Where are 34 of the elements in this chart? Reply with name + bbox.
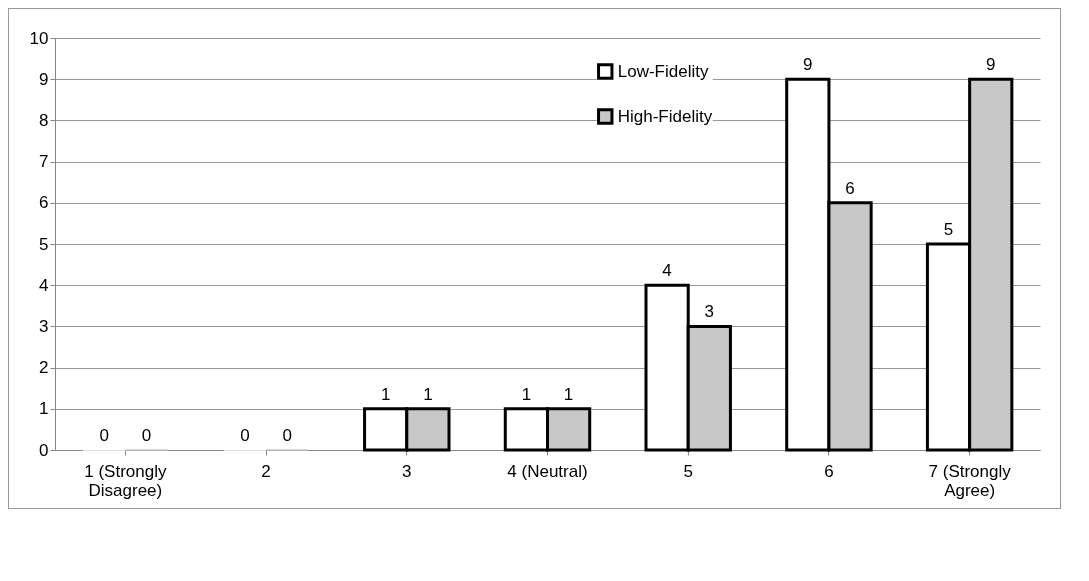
x-tick-label: 7 (Strongly Agree) xyxy=(928,461,1012,500)
x-tick-label: 2 xyxy=(261,461,271,481)
data-label: 9 xyxy=(986,55,996,75)
y-tick-label: 0 xyxy=(39,440,49,460)
data-label: 0 xyxy=(141,426,152,445)
x-tick-label: 5 xyxy=(683,461,693,481)
y-tick-label: 5 xyxy=(39,234,49,254)
legend-label: High-Fidelity xyxy=(617,106,713,126)
data-label: 4 xyxy=(662,261,672,281)
y-tick-label: 3 xyxy=(39,316,49,336)
data-label: 9 xyxy=(803,55,813,75)
y-tick-label: 4 xyxy=(39,275,49,295)
data-label: 0 xyxy=(99,426,109,445)
y-tick-label: 2 xyxy=(39,358,49,378)
data-label: 6 xyxy=(845,178,855,198)
data-label: 0 xyxy=(282,426,292,445)
x-tick-label: 3 xyxy=(402,461,412,481)
y-tick-label: 1 xyxy=(39,399,49,419)
data-label: 1 xyxy=(521,384,532,404)
data-label: 3 xyxy=(704,302,715,322)
data-label: 0 xyxy=(240,426,250,445)
y-tick-label: 10 xyxy=(29,28,49,48)
x-tick-label: 6 xyxy=(824,461,834,481)
x-tick-label: 4 (Neutral) xyxy=(507,461,588,481)
data-label: 1 xyxy=(563,384,574,404)
data-label: 1 xyxy=(423,384,433,404)
y-tick-label: 7 xyxy=(39,152,49,172)
y-tick-label: 9 xyxy=(39,69,49,89)
data-label: 5 xyxy=(943,220,954,239)
x-tick-label: 1 (Strongly Disagree) xyxy=(84,461,167,500)
data-label: 1 xyxy=(380,384,391,404)
y-tick-label: 6 xyxy=(39,193,49,213)
y-tick-label: 8 xyxy=(39,110,49,130)
legend-label: Low-Fidelity xyxy=(617,61,709,81)
